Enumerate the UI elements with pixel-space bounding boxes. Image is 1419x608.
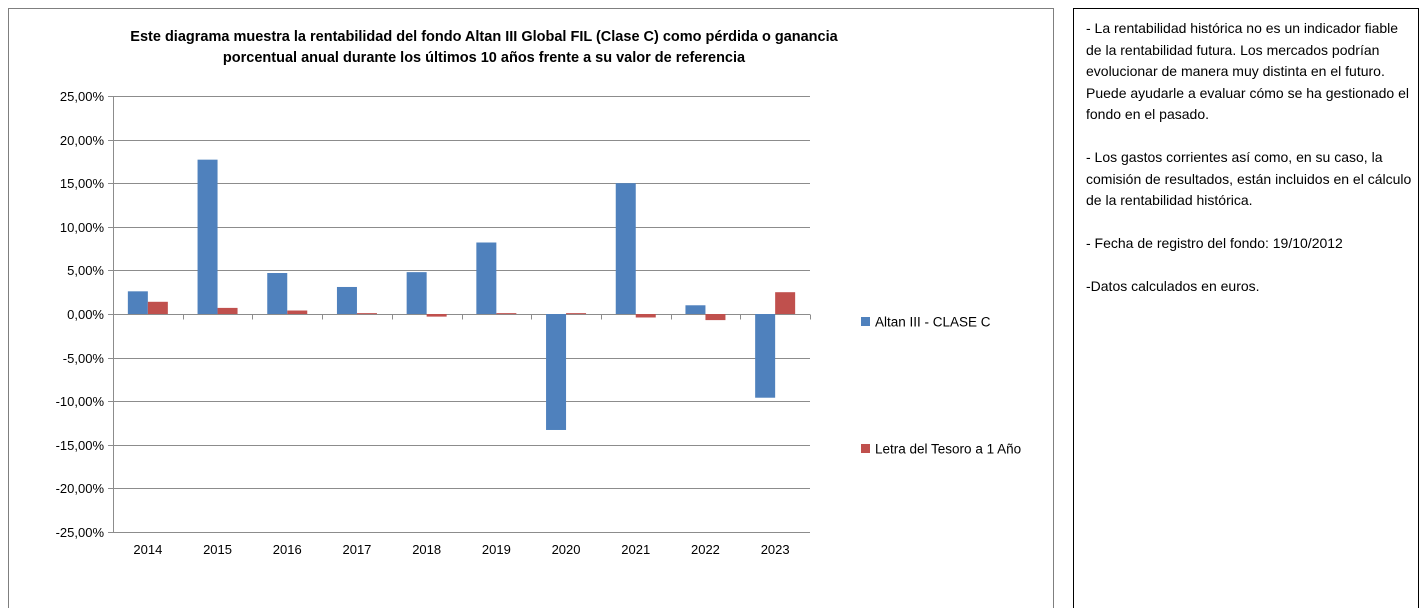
bar-chart: 25,00% 20,00% 15,00% 10,00% 5,00% 0,00% -5,00%… bbox=[56, 89, 1022, 557]
bar-letra-2019 bbox=[496, 313, 517, 315]
bar-altan-2021 bbox=[615, 183, 636, 314]
bar-altan-2016 bbox=[267, 273, 288, 314]
y-tick-label: -25,00% bbox=[56, 525, 105, 540]
x-tick-label: 2020 bbox=[552, 542, 581, 557]
note-currency: -Datos calculados en euros. bbox=[1086, 278, 1260, 294]
bar-altan-2022 bbox=[685, 305, 706, 314]
bar-letra-2021 bbox=[635, 314, 656, 318]
chart-title: Este diagrama muestra la rentabilidad de… bbox=[69, 27, 899, 69]
bar-letra-2023 bbox=[775, 292, 796, 314]
bar-altan-2019 bbox=[476, 242, 497, 314]
note-ongoing-charges: - Los gastos corrientes así como, en su … bbox=[1086, 149, 1412, 208]
bars bbox=[127, 159, 796, 430]
x-tick-label: 2022 bbox=[691, 542, 720, 557]
axes: 25,00% 20,00% 15,00% 10,00% 5,00% 0,00% -5,00%… bbox=[56, 89, 811, 557]
chart-title-line-2: porcentual anual durante los últimos 10 … bbox=[222, 50, 746, 66]
x-tick-label: 2016 bbox=[273, 542, 302, 557]
bar-letra-2017 bbox=[356, 313, 377, 315]
bar-letra-2016 bbox=[287, 310, 308, 314]
bar-altan-2018 bbox=[406, 272, 427, 314]
y-tick-label: -15,00% bbox=[56, 438, 105, 453]
bar-altan-2023 bbox=[755, 314, 776, 398]
y-tick-label: 10,00% bbox=[60, 220, 105, 235]
bar-letra-2015 bbox=[217, 307, 238, 314]
x-tick-label: 2021 bbox=[621, 542, 650, 557]
legend: Altan III - CLASE C Letra del Tesoro a 1 … bbox=[861, 315, 1021, 457]
bar-letra-2014 bbox=[147, 301, 168, 314]
y-tick-label: -5,00% bbox=[63, 351, 105, 366]
y-tick-label: 0,00% bbox=[67, 307, 104, 322]
bar-letra-2018 bbox=[426, 314, 447, 317]
note-registration-date: - Fecha de registro del fondo: 19/10/201… bbox=[1086, 235, 1343, 251]
y-tick-label: 20,00% bbox=[60, 133, 105, 148]
chart-panel: Este diagrama muestra la rentabilidad de… bbox=[8, 8, 1054, 608]
y-tick-label: 5,00% bbox=[67, 263, 104, 278]
y-tick-label: 25,00% bbox=[60, 89, 105, 104]
bar-letra-2020 bbox=[566, 313, 587, 315]
x-tick-label: 2023 bbox=[761, 542, 790, 557]
y-tick-label: -20,00% bbox=[56, 481, 105, 496]
bar-letra-2022 bbox=[705, 314, 726, 321]
legend-swatch bbox=[861, 317, 870, 326]
x-tick-label: 2018 bbox=[412, 542, 441, 557]
legend-label: Letra del Tesoro a 1 Año bbox=[875, 442, 1021, 457]
bar-altan-2015 bbox=[197, 159, 218, 314]
x-tick-label: 2019 bbox=[482, 542, 511, 557]
gridlines bbox=[113, 96, 810, 533]
legend-swatch bbox=[861, 444, 870, 453]
bar-altan-2017 bbox=[336, 286, 357, 314]
y-tick-label: 15,00% bbox=[60, 176, 105, 191]
x-tick-label: 2014 bbox=[133, 542, 162, 557]
x-tick-label: 2015 bbox=[203, 542, 232, 557]
bar-altan-2014 bbox=[127, 291, 148, 314]
y-tick-label: -10,00% bbox=[56, 394, 105, 409]
chart-title-line-1: Este diagrama muestra la rentabilidad de… bbox=[130, 29, 838, 45]
note-historical-performance: - La rentabilidad histórica no es un ind… bbox=[1086, 20, 1409, 122]
bar-altan-2020 bbox=[546, 314, 567, 430]
notes-panel: - La rentabilidad histórica no es un ind… bbox=[1073, 8, 1419, 608]
x-tick-label: 2017 bbox=[342, 542, 371, 557]
legend-label: Altan III - CLASE C bbox=[875, 315, 991, 330]
